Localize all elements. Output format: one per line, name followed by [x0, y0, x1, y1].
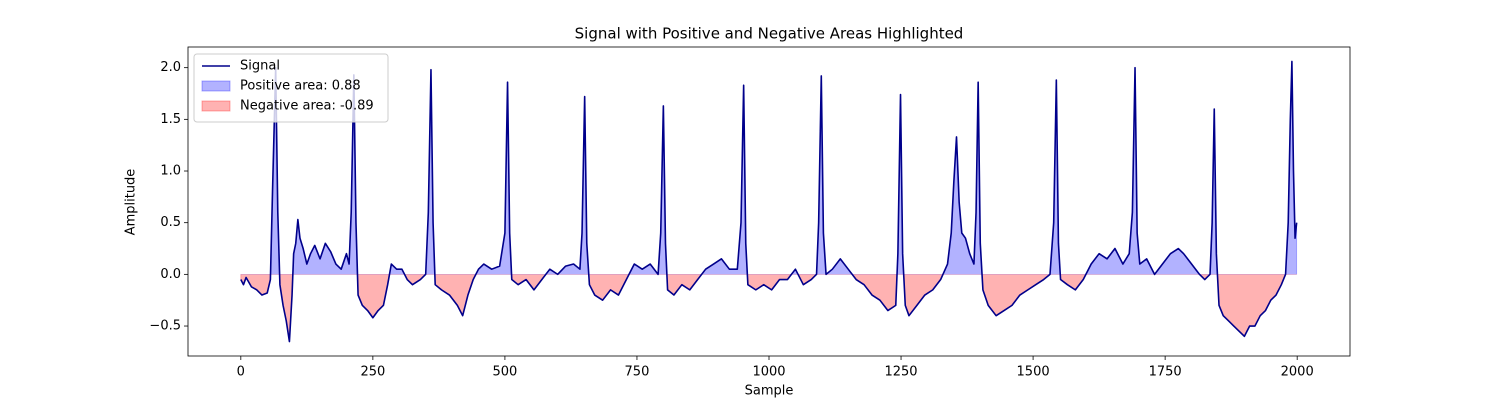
legend-patch	[201, 100, 231, 112]
y-tick-label: 1.5	[160, 112, 181, 127]
chart-title: Signal with Positive and Negative Areas …	[575, 25, 964, 43]
y-tick-label: 0.0	[160, 267, 181, 282]
legend-patch	[201, 80, 231, 92]
legend-label: Signal	[240, 59, 280, 74]
x-tick-label: 0	[237, 365, 245, 380]
legend-box	[193, 53, 389, 123]
x-tick-label: 750	[625, 365, 650, 380]
y-tick-label: 2.0	[160, 60, 181, 75]
y-tick-label: 0.5	[160, 215, 181, 230]
area-fill	[240, 274, 1298, 342]
y-axis-label: Amplitude	[124, 169, 139, 236]
x-tick-label: 1500	[1017, 365, 1050, 380]
y-tick-label: −0.5	[149, 319, 181, 334]
legend-label: Positive area: 0.88	[240, 79, 361, 94]
x-tick-label: 2000	[1281, 365, 1314, 380]
y-tick-label: 1.0	[160, 164, 181, 179]
x-tick-label: 1750	[1149, 365, 1182, 380]
x-tick-label: 1000	[752, 365, 785, 380]
signal-line	[240, 60, 1298, 343]
x-tick-label: 250	[360, 365, 385, 380]
x-axis-label: Sample	[745, 384, 794, 399]
legend-label: Negative area: -0.89	[240, 99, 374, 114]
x-tick-label: 500	[492, 365, 517, 380]
area-fill	[240, 61, 1298, 275]
x-tick-label: 1250	[884, 365, 917, 380]
